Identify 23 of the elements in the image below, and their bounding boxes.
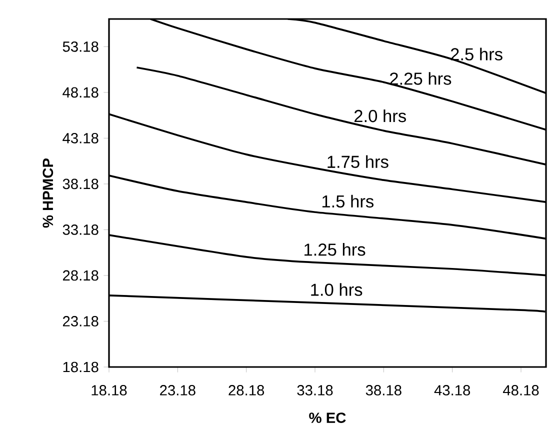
x-tick-label: 23.18 <box>160 385 196 396</box>
x-tick-label: 28.18 <box>228 385 264 396</box>
y-tick-label: 53.18 <box>62 41 98 52</box>
x-tick-label: 38.18 <box>366 385 402 396</box>
y-tick-label: 48.18 <box>62 87 98 98</box>
y-tick-label: 23.18 <box>62 316 98 326</box>
series-label: 1.5 hrs <box>322 194 374 208</box>
y-axis-title: % HPMCP <box>42 158 54 228</box>
y-tick-label: 18.18 <box>63 362 98 372</box>
x-tick-label: 43.18 <box>434 385 470 396</box>
x-tick-label: 48.18 <box>502 385 539 396</box>
x-tick-label: 33.18 <box>297 385 333 396</box>
y-tick-label: 28.18 <box>62 270 98 281</box>
x-axis-title: % EC <box>309 412 346 423</box>
series-label: 1.0 hrs <box>311 283 362 296</box>
y-tick-label: 38.18 <box>62 178 98 190</box>
y-tick-label: 33.18 <box>62 224 98 235</box>
y-tick-label: 43.18 <box>62 132 98 144</box>
x-tick-label: 18.18 <box>92 385 127 396</box>
series-label: 1.75 hrs <box>328 155 388 168</box>
series-label: 2.0 hrs <box>354 109 406 122</box>
series-label: 2.25 hrs <box>390 72 452 85</box>
series-label: 1.25 hrs <box>304 243 366 256</box>
